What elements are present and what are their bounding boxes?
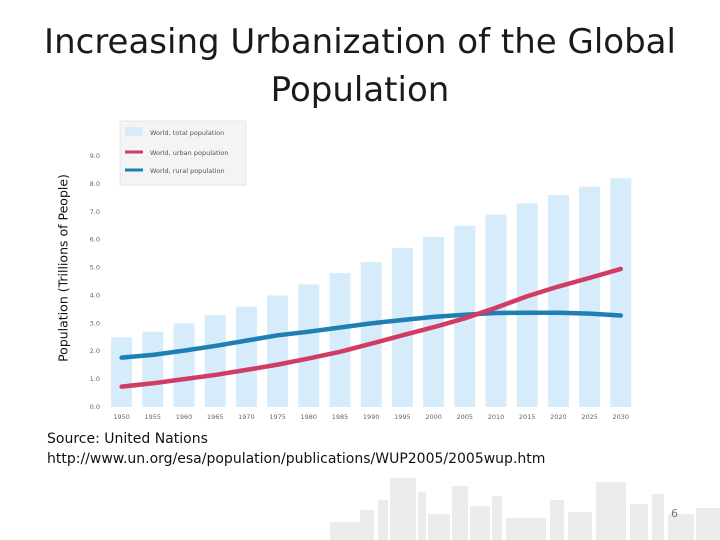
page-number: 6 (671, 507, 678, 520)
total-bar-1960 (173, 323, 195, 407)
y-tick-label: 6.0 (90, 236, 100, 244)
legend-rural-label: World, rural population (150, 167, 225, 175)
urban-population-line (119, 266, 624, 389)
total-bar-1995 (391, 248, 413, 407)
y-tick-label: 3.0 (90, 319, 100, 327)
x-tick-label: 1990 (363, 413, 380, 421)
x-tick-label: 2010 (488, 413, 505, 421)
chart-legend: World, total population World, urban pop… (119, 120, 247, 186)
trend-lines (119, 266, 624, 389)
x-tick-label: 1960 (176, 413, 193, 421)
total-bar-1955 (142, 331, 164, 407)
x-tick-label: 2025 (581, 413, 598, 421)
total-bar-1980 (298, 284, 320, 407)
legend-total-swatch (125, 127, 143, 136)
x-tick-label: 1980 (301, 413, 318, 421)
total-bar-1970 (235, 306, 257, 407)
total-bar-1985 (329, 273, 351, 407)
source-url: http://www.un.org/esa/population/publica… (47, 451, 546, 467)
x-tick-label: 2015 (519, 413, 536, 421)
x-tick-label: 2020 (550, 413, 567, 421)
x-tick-label: 1970 (238, 413, 255, 421)
total-bar-1950 (111, 337, 133, 407)
x-tick-label: 1995 (394, 413, 411, 421)
x-tick-label: 2000 (425, 413, 442, 421)
total-bar-1990 (360, 261, 382, 407)
total-population-bars (111, 178, 632, 407)
y-tick-label: 7.0 (90, 208, 100, 216)
total-bar-2030 (610, 178, 632, 407)
x-tick-label: 1955 (145, 413, 162, 421)
x-axis-ticks: 1950 1955 1960 1965 1970 1975 1980 1985 1990 1995… (113, 413, 629, 421)
legend-total-label: World, total population (150, 129, 224, 137)
y-tick-label: 9.0 (90, 152, 100, 160)
slide-title: Increasing Urbanization of the Global Po… (44, 22, 676, 110)
y-tick-label: 1.0 (90, 375, 100, 383)
source-line: Source: United Nations (47, 431, 208, 447)
source-citation: Source: United Nations http://www.un.org… (47, 429, 545, 469)
x-tick-label: 1975 (269, 413, 286, 421)
x-tick-label: 1965 (207, 413, 224, 421)
total-bar-2020 (547, 195, 569, 407)
y-tick-label: 5.0 (90, 264, 100, 272)
x-tick-label: 2030 (613, 413, 630, 421)
total-bar-2025 (579, 186, 601, 407)
total-bar-2015 (516, 203, 538, 407)
total-bar-1975 (267, 295, 289, 407)
rural-population-line (119, 310, 624, 360)
total-bar-2000 (423, 236, 445, 407)
y-axis-ticks: 0.0 1.0 2.0 3.0 4.0 5.0 6.0 7.0 8.0 9.0 (90, 152, 100, 411)
y-axis-label: Population (Trillions of People) (55, 174, 71, 362)
x-tick-label: 1985 (332, 413, 349, 421)
y-tick-label: 0.0 (90, 403, 100, 411)
legend-urban-label: World, urban population (150, 149, 228, 157)
y-tick-label: 4.0 (90, 291, 100, 299)
x-tick-label: 1950 (113, 413, 130, 421)
population-chart: 0.01.02.03.04.05.06.07.08.09.0 1950 1955 1… (84, 112, 644, 424)
total-bar-1965 (204, 314, 226, 407)
y-tick-label: 2.0 (90, 347, 100, 355)
x-tick-label: 2005 (457, 413, 474, 421)
city-skyline-decoration (330, 478, 720, 540)
y-tick-label: 8.0 (90, 180, 100, 188)
